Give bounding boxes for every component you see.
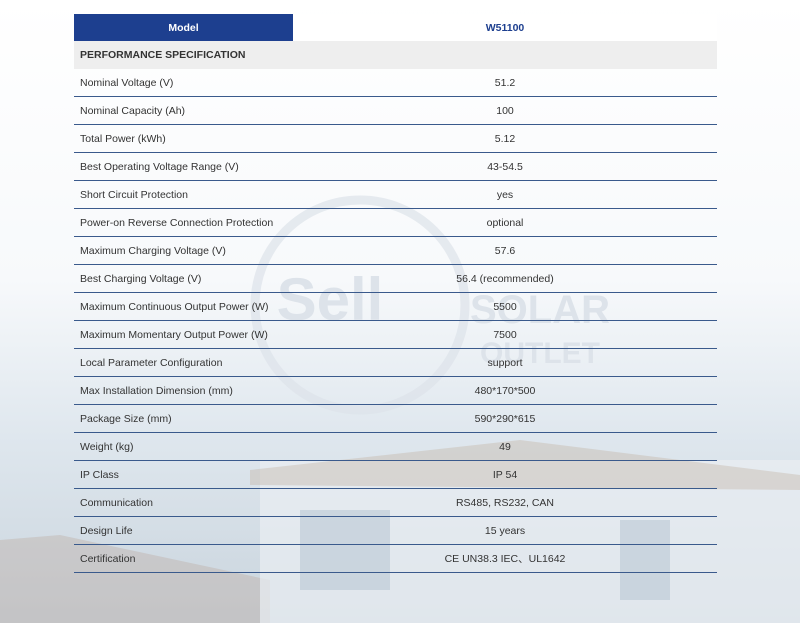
section-title: PERFORMANCE SPECIFICATION [74,41,717,69]
spec-label: Communication [74,488,293,517]
spec-value: 5.12 [293,124,717,153]
spec-row: Total Power (kWh) 5.12 [74,124,717,153]
spec-row: Nominal Voltage (V) 51.2 [74,69,717,97]
model-value: W51100 [293,14,717,41]
spec-row: Best Operating Voltage Range (V) 43-54.5 [74,152,717,181]
spec-label: Package Size (mm) [74,404,293,433]
spec-label: Certification [74,544,293,573]
spec-row: Weight (kg) 49 [74,432,717,461]
spec-label: Short Circuit Protection [74,180,293,209]
header-row: Model W51100 [74,14,717,41]
spec-row: Maximum Momentary Output Power (W) 7500 [74,320,717,349]
section-row: PERFORMANCE SPECIFICATION [74,41,717,69]
spec-row: Power-on Reverse Connection Protection op… [74,208,717,237]
spec-row: Local Parameter Configuration support [74,348,717,377]
model-label: Model [74,14,293,41]
spec-value: 15 years [293,516,717,545]
spec-label: Maximum Continuous Output Power (W) [74,292,293,321]
spec-value: 5500 [293,292,717,321]
spec-row: Maximum Charging Voltage (V) 57.6 [74,236,717,265]
spec-label: Best Charging Voltage (V) [74,264,293,293]
spec-label: Maximum Charging Voltage (V) [74,236,293,265]
spec-row: Best Charging Voltage (V) 56.4 (recommend… [74,264,717,293]
spec-value: 590*290*615 [293,404,717,433]
spec-label: Weight (kg) [74,432,293,461]
spec-value: 7500 [293,320,717,349]
spec-value: CE UN38.3 IEC、UL1642 [293,544,717,573]
spec-value: yes [293,180,717,209]
spec-value: optional [293,208,717,237]
spec-row: IP Class IP 54 [74,460,717,489]
spec-label: Total Power (kWh) [74,124,293,153]
spec-value: 43-54.5 [293,152,717,181]
spec-row: Design Life 15 years [74,516,717,545]
spec-label: Power-on Reverse Connection Protection [74,208,293,237]
spec-value: 100 [293,96,717,125]
spec-label: IP Class [74,460,293,489]
spec-row: Maximum Continuous Output Power (W) 5500 [74,292,717,321]
spec-value: IP 54 [293,460,717,489]
spec-label: Best Operating Voltage Range (V) [74,152,293,181]
spec-table: Model W51100 PERFORMANCE SPECIFICATION N… [74,14,717,573]
spec-value: 56.4 (recommended) [293,264,717,293]
spec-row: Max Installation Dimension (mm) 480*170*5… [74,376,717,405]
spec-value: RS485, RS232, CAN [293,488,717,517]
spec-row: Short Circuit Protection yes [74,180,717,209]
spec-label: Design Life [74,516,293,545]
spec-label: Nominal Capacity (Ah) [74,96,293,125]
spec-value: 51.2 [293,69,717,97]
spec-row: Communication RS485, RS232, CAN [74,488,717,517]
spec-value: 49 [293,432,717,461]
spec-label: Local Parameter Configuration [74,348,293,377]
spec-label: Maximum Momentary Output Power (W) [74,320,293,349]
spec-value: 57.6 [293,236,717,265]
spec-value: support [293,348,717,377]
spec-value: 480*170*500 [293,376,717,405]
spec-label: Nominal Voltage (V) [74,69,293,97]
spec-row: Package Size (mm) 590*290*615 [74,404,717,433]
spec-label: Max Installation Dimension (mm) [74,376,293,405]
spec-row: Certification CE UN38.3 IEC、UL1642 [74,544,717,573]
spec-row: Nominal Capacity (Ah) 100 [74,96,717,125]
